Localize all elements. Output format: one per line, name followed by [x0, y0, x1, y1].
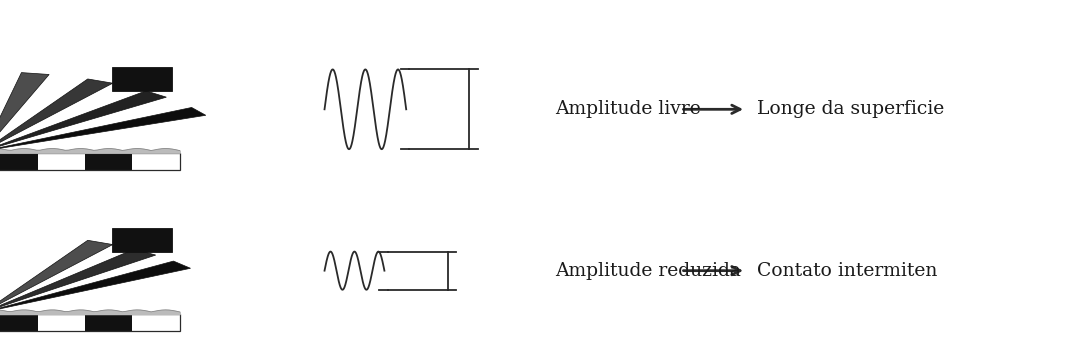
Polygon shape [0, 108, 206, 151]
Bar [133, 314, 180, 331]
Bar [112, 67, 172, 91]
Bar [85, 153, 133, 170]
Bar [85, 314, 133, 331]
Text: Amplitude reduzida: Amplitude reduzida [555, 262, 742, 280]
Polygon shape [0, 79, 113, 151]
Bar [112, 228, 172, 252]
Polygon shape [0, 240, 113, 312]
Polygon shape [0, 261, 191, 312]
Bar [38, 153, 85, 170]
Bar [133, 153, 180, 170]
Bar [0, 314, 38, 331]
Text: Contato intermiten: Contato intermiten [757, 262, 938, 280]
Bar [0, 314, 180, 331]
Text: Longe da superficie: Longe da superficie [757, 100, 944, 118]
Bar [0, 153, 180, 170]
Polygon shape [0, 73, 49, 151]
Polygon shape [0, 91, 167, 151]
Bar [38, 314, 85, 331]
Text: Amplitude livre: Amplitude livre [555, 100, 701, 118]
Bar [0, 153, 38, 170]
Polygon shape [0, 249, 156, 312]
